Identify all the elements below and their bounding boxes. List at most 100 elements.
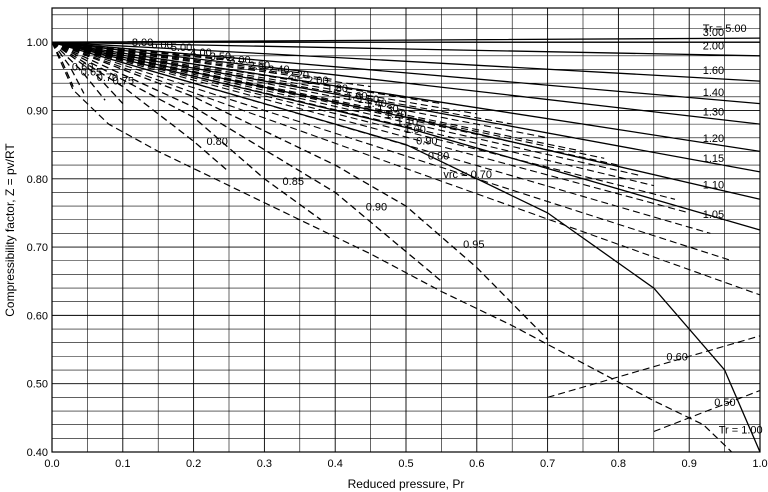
curve-label: 1.00 xyxy=(404,124,425,136)
reduced-volume-line xyxy=(51,41,761,296)
curve-label: 1.10 xyxy=(703,179,724,191)
reduced-volume-line xyxy=(51,41,732,262)
curve-labels: Tr = 5.003.002.001.601.401.301.201.151.1… xyxy=(72,23,763,437)
x-tick-label: 1.0 xyxy=(752,458,767,470)
x-tick-label: 0.8 xyxy=(611,458,626,470)
y-tick-label: 0.40 xyxy=(27,447,48,459)
curve-label: 0.70 xyxy=(97,72,118,84)
curve-label: 0.90 xyxy=(366,202,387,214)
curve-label: 3.50 xyxy=(210,51,231,63)
curve-label: 0.80 xyxy=(428,150,449,162)
isotherm-line xyxy=(51,41,124,105)
curve-label: 0.50 xyxy=(714,397,735,409)
reduced-volume-line xyxy=(51,41,230,60)
curve-label: vrc = 0.70 xyxy=(443,169,492,181)
reduced-volume-line xyxy=(51,41,477,115)
curve-label: 0.65 xyxy=(81,67,102,79)
isotherm-line xyxy=(51,41,761,82)
x-tick-label: 0.3 xyxy=(257,458,272,470)
x-tick-label: 0.5 xyxy=(398,458,413,470)
curve-label: 0.60 xyxy=(666,352,687,364)
isotherm-line xyxy=(51,41,761,173)
isotherm-line xyxy=(51,41,761,125)
curve-label: Tr = 5.00 xyxy=(703,23,747,35)
curve-label: 2.00 xyxy=(703,40,724,52)
curve-label: 2.40 xyxy=(268,64,289,76)
x-tick-label: 0.6 xyxy=(469,458,484,470)
y-tick-label: 1.00 xyxy=(27,37,48,49)
isotherm-line xyxy=(51,41,85,94)
curve-label: 2.20 xyxy=(288,70,309,82)
isotherm-line xyxy=(51,41,322,221)
curve-label: 1.30 xyxy=(703,107,724,119)
x-tick-label: 0.2 xyxy=(186,458,201,470)
y-tick-label: 0.70 xyxy=(27,242,48,254)
plot-frame xyxy=(51,7,761,453)
curve-label: 1.20 xyxy=(385,109,406,121)
curves xyxy=(51,37,761,453)
curve-label: Tr = 1.00 xyxy=(719,425,763,437)
curve-label: 1.80 xyxy=(327,83,348,95)
reduced-volume-line xyxy=(51,41,619,166)
y-axis-label: Compressibility factor, Z = pv/RT xyxy=(3,143,17,317)
reduced-volume-line xyxy=(547,335,761,398)
curve-label: 6.00 xyxy=(151,40,172,52)
x-tick-label: 0.0 xyxy=(44,458,59,470)
curve-label: 1.10 xyxy=(397,117,418,129)
saturation-curve xyxy=(51,41,733,453)
curve-label: 1.40 xyxy=(366,98,387,110)
curve-label: 0.80 xyxy=(206,136,227,148)
curve-label: 1.40 xyxy=(703,87,724,99)
reduced-volume-line xyxy=(51,41,265,65)
isotherm-line xyxy=(51,41,761,453)
tick-labels: 0.0 0.1 0.2 0.3 0.4 0.5 0.6 0.7 0.8 0.9 1.0 0.40 0.5… xyxy=(27,37,768,470)
curve-label: 3.00 xyxy=(229,55,250,67)
isotherm-line xyxy=(51,41,549,340)
isotherm-line xyxy=(51,41,106,101)
curve-label: 3.00 xyxy=(703,27,724,39)
curve-label: 0.95 xyxy=(463,239,484,251)
reduced-volume-line xyxy=(51,41,711,234)
reduced-volume-line xyxy=(51,41,654,187)
x-tick-label: 0.9 xyxy=(682,458,697,470)
reduced-volume-line xyxy=(51,41,676,200)
x-tick-label: 0.1 xyxy=(115,458,130,470)
curve-label: 1.60 xyxy=(703,65,724,77)
curve-label: 0.90 xyxy=(416,135,437,147)
curve-label: 1.30 xyxy=(377,103,398,115)
curve-label: 2.00 xyxy=(307,75,328,87)
curve-label: 8.00 xyxy=(132,37,153,49)
curve-label: 2.50 xyxy=(249,60,270,72)
isotherm-line xyxy=(51,41,761,57)
curve-label: 5.00 xyxy=(171,42,192,54)
reduced-volume-line xyxy=(51,41,548,139)
curve-label: 0.75 xyxy=(113,75,134,87)
reduced-volume-line xyxy=(51,41,605,159)
x-axis-label: Reduced pressure, Pr xyxy=(348,477,465,491)
curve-label: 1.50 xyxy=(358,94,379,106)
y-tick-label: 0.90 xyxy=(27,105,48,117)
reduced-volume-line xyxy=(653,389,761,433)
x-tick-label: 0.4 xyxy=(328,458,343,470)
isotherm-line xyxy=(51,41,74,87)
isotherm-line xyxy=(51,41,761,105)
y-tick-label: 0.80 xyxy=(27,174,48,186)
curve-label: 1.60 xyxy=(346,90,367,102)
curve-label: 0.85 xyxy=(283,176,304,188)
curve-label: 1.15 xyxy=(703,153,724,165)
curve-label: 0.60 xyxy=(72,62,93,74)
curve-label: 1.20 xyxy=(703,133,724,145)
x-tick-label: 0.7 xyxy=(540,458,555,470)
isotherm-line xyxy=(51,41,761,200)
reduced-volume-line xyxy=(51,41,371,88)
isotherm-line xyxy=(51,37,761,43)
isotherm-line xyxy=(51,41,442,282)
y-tick-label: 0.50 xyxy=(27,379,48,391)
reduced-volume-line xyxy=(51,41,640,176)
curve-label: 1.05 xyxy=(703,209,724,221)
y-tick-label: 0.60 xyxy=(27,310,48,322)
reduced-volume-line xyxy=(51,41,300,74)
curve-label: 4.00 xyxy=(190,47,211,59)
reduced-volume-line xyxy=(51,41,513,125)
